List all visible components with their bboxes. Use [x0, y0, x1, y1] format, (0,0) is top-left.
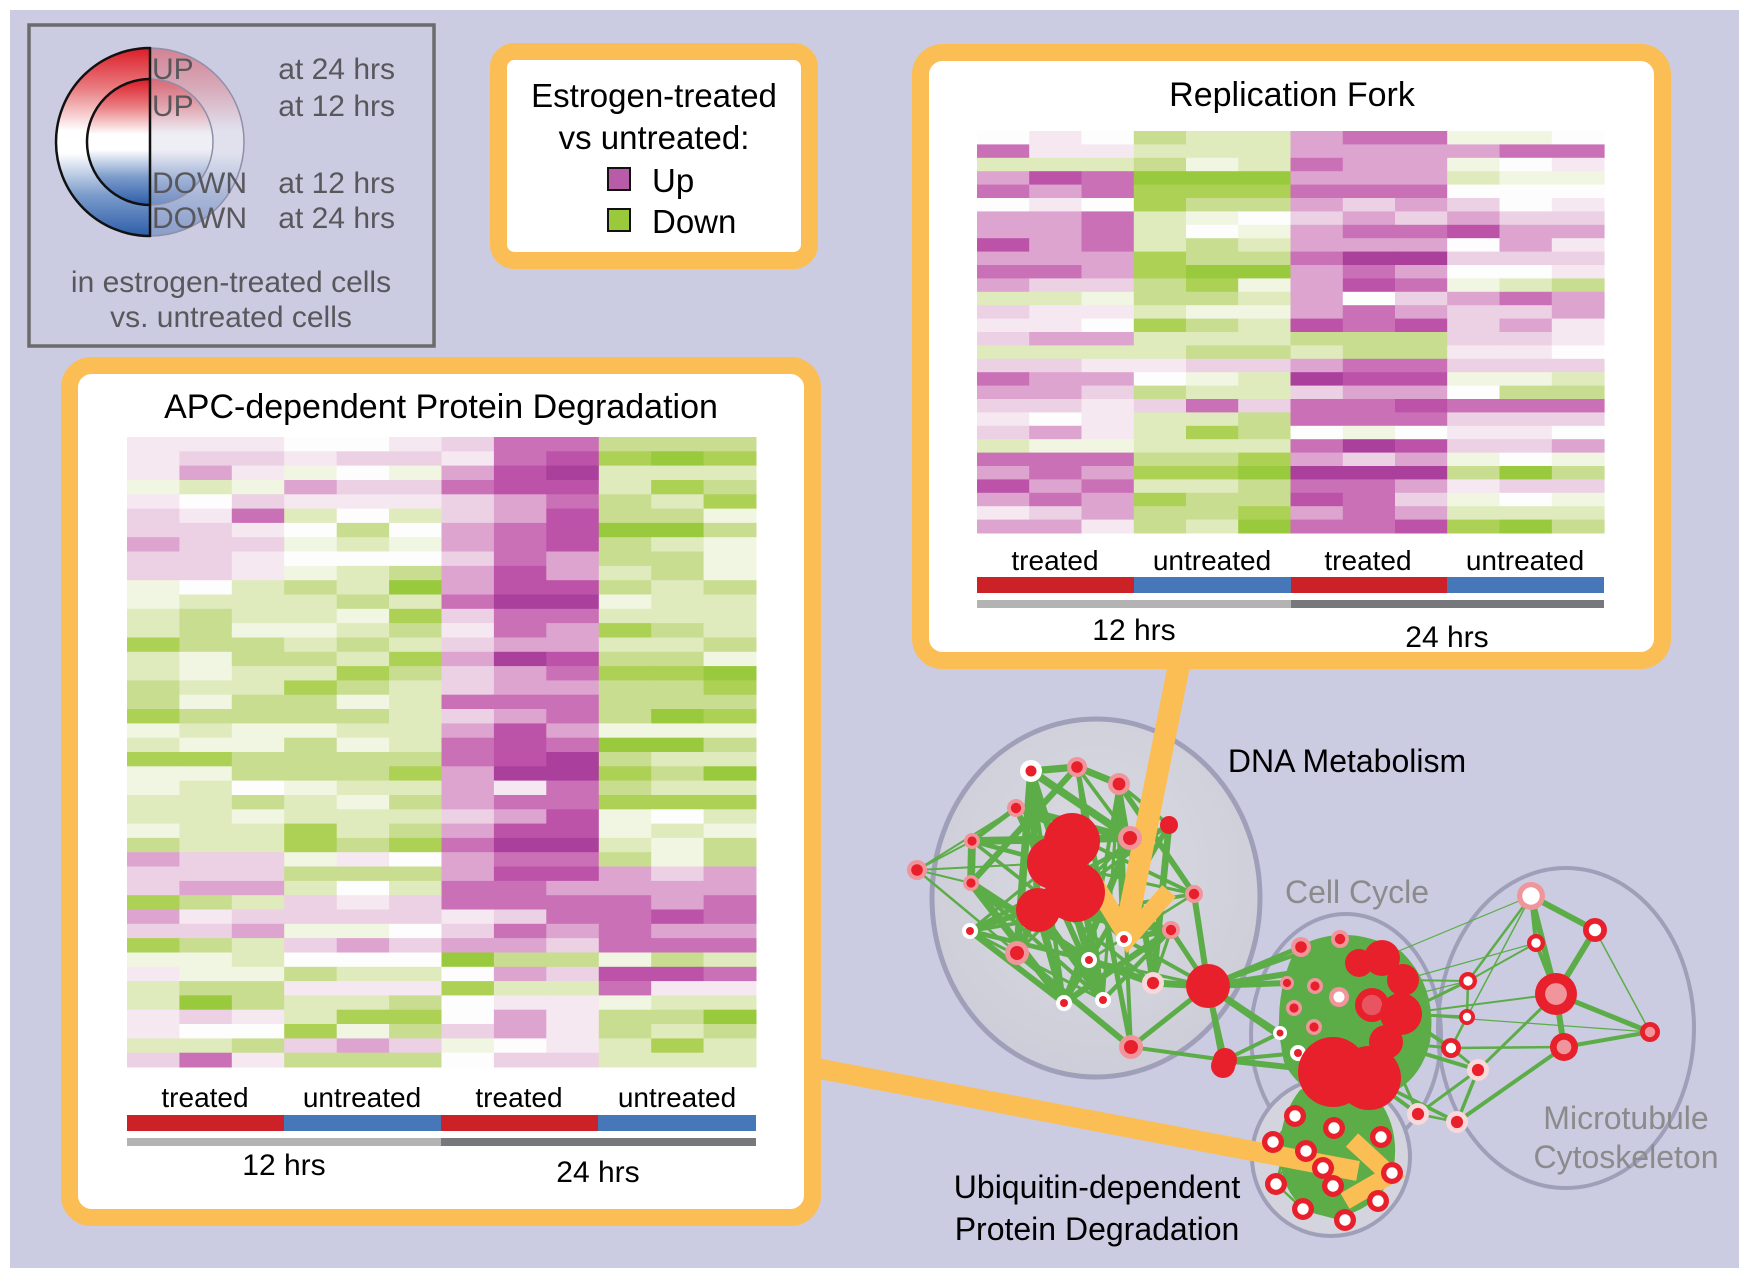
svg-text:vs. untreated cells: vs. untreated cells — [110, 301, 352, 334]
svg-text:UP: UP — [152, 90, 194, 123]
svg-text:untreated: untreated — [1153, 545, 1271, 576]
svg-text:vs untreated:: vs untreated: — [559, 119, 750, 156]
svg-text:Microtubule: Microtubule — [1543, 1100, 1708, 1136]
svg-text:Cell Cycle: Cell Cycle — [1285, 874, 1429, 910]
svg-text:Ubiquitin-dependent: Ubiquitin-dependent — [954, 1169, 1241, 1205]
svg-text:at 24 hrs: at 24 hrs — [278, 53, 395, 86]
svg-text:24 hrs: 24 hrs — [556, 1156, 639, 1189]
svg-text:in estrogen-treated cells: in estrogen-treated cells — [71, 266, 391, 299]
svg-text:Protein Degradation: Protein Degradation — [955, 1211, 1240, 1247]
svg-text:Cytoskeleton: Cytoskeleton — [1534, 1139, 1719, 1175]
svg-text:at 24 hrs: at 24 hrs — [278, 202, 395, 235]
svg-text:DOWN: DOWN — [152, 167, 247, 200]
svg-text:at 12 hrs: at 12 hrs — [278, 90, 395, 123]
svg-text:untreated: untreated — [618, 1082, 736, 1113]
svg-text:treated: treated — [1011, 545, 1098, 576]
svg-text:Estrogen-treated: Estrogen-treated — [531, 77, 777, 114]
svg-text:treated: treated — [475, 1082, 562, 1113]
svg-text:treated: treated — [161, 1082, 248, 1113]
svg-text:12 hrs: 12 hrs — [242, 1149, 325, 1182]
svg-text:Down: Down — [652, 203, 736, 240]
svg-text:at 12 hrs: at 12 hrs — [278, 167, 395, 200]
svg-text:12 hrs: 12 hrs — [1092, 614, 1175, 647]
svg-text:24 hrs: 24 hrs — [1405, 621, 1488, 654]
svg-text:APC-dependent Protein Degradat: APC-dependent Protein Degradation — [164, 388, 718, 426]
svg-text:Replication Fork: Replication Fork — [1169, 76, 1416, 114]
svg-text:treated: treated — [1324, 545, 1411, 576]
svg-text:UP: UP — [152, 53, 194, 86]
svg-text:DOWN: DOWN — [152, 202, 247, 235]
svg-text:DNA Metabolism: DNA Metabolism — [1228, 743, 1466, 779]
svg-text:untreated: untreated — [303, 1082, 421, 1113]
svg-text:untreated: untreated — [1466, 545, 1584, 576]
svg-text:Up: Up — [652, 162, 694, 199]
